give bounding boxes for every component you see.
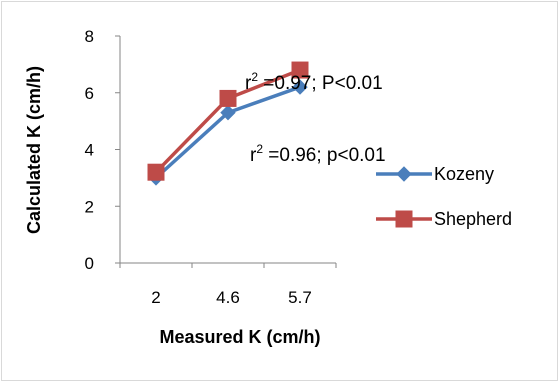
y-tick-label: 0 (85, 254, 94, 273)
x-tick-label: 2 (151, 288, 160, 307)
data-point-kozeny (292, 79, 308, 95)
x-axis-title: Measured K (cm/h) (159, 327, 320, 347)
y-tick-label: 8 (85, 27, 94, 46)
annotation-shepherd-rest: =0.97; P<0.01 (258, 73, 383, 94)
legend-label-shepherd: Shepherd (434, 209, 512, 229)
data-point-shepherd (219, 89, 237, 107)
legend-label-kozeny: Kozeny (434, 164, 494, 184)
legend: Kozeny Shepherd (376, 164, 512, 229)
annotation-kozeny-rest: =0.96; p<0.01 (263, 145, 386, 166)
data-point-shepherd (147, 163, 165, 181)
y-tick-label: 4 (85, 141, 94, 160)
annotation-kozeny-base: r (250, 145, 257, 166)
x-tick-label: 4.6 (216, 288, 240, 307)
data-point-kozeny (220, 104, 236, 121)
annotation-shepherd-fit: r2 =0.97; P<0.01 (245, 70, 383, 94)
series-markers (147, 61, 309, 186)
x-tick-label: 5.7 (288, 288, 312, 307)
legend-marker-kozeny (396, 166, 412, 182)
y-axis-title: Calculated K (cm/h) (24, 66, 44, 234)
annotation-shepherd-base: r (245, 73, 252, 94)
x-ticks: 2 4.6 5.7 (119, 263, 337, 307)
y-tick-label: 2 (85, 197, 94, 216)
legend-marker-shepherd (395, 210, 413, 228)
data-point-shepherd (291, 61, 309, 79)
y-ticks: 0 2 4 6 8 (85, 27, 120, 273)
y-tick-label: 6 (85, 84, 94, 103)
annotation-kozeny-sup: 2 (256, 142, 263, 156)
annotation-kozeny-fit: r2 =0.96; p<0.01 (250, 142, 386, 166)
annotation-shepherd-sup: 2 (251, 70, 258, 84)
